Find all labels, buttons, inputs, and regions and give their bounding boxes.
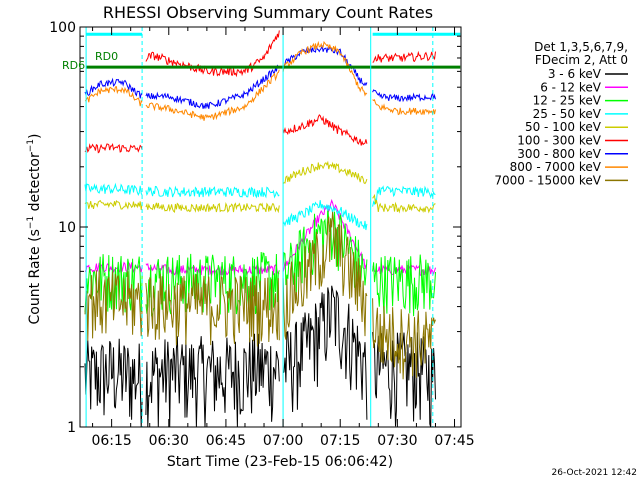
legend-label: 800 - 7000 keV	[510, 160, 602, 174]
y-axis-label-rest: detector	[27, 152, 43, 216]
chart-title: RHESSI Observing Summary Count Rates	[103, 3, 433, 22]
y-axis-label-main: Count Rate (s	[27, 229, 43, 324]
legend: Det 1,3,5,6,7,9, FDecim 2, Att 0 3 - 6 k…	[494, 40, 628, 187]
x-tick-label: 07:00	[263, 433, 303, 449]
y-axis-label-close: )	[27, 134, 43, 139]
y-tick-label: 10	[58, 220, 76, 236]
legend-header-line-2: FDecim 2, Att 0	[535, 53, 628, 67]
legend-label: 25 - 50 keV	[533, 107, 602, 121]
x-axis-label: Start Time (23-Feb-15 06:06:42)	[167, 454, 393, 470]
x-tick-label: 06:30	[149, 433, 189, 449]
x-axis: 06:15 06:30 06:45 07:00 07:15 07:30 07:45	[91, 27, 475, 449]
legend-label: 6 - 12 keV	[540, 80, 602, 94]
y-tick-label: 100	[49, 20, 76, 36]
legend-label: 300 - 800 keV	[517, 147, 601, 161]
y-tick-label: 1	[67, 420, 76, 436]
series-line-800-7000-kev	[84, 40, 436, 121]
legend-label: 7000 - 15000 keV	[494, 173, 601, 187]
legend-label: 50 - 100 keV	[525, 120, 602, 134]
x-tick-label: 07:15	[320, 433, 360, 449]
series-line-50-100-kev	[84, 160, 436, 214]
x-tick-label: 06:15	[91, 433, 131, 449]
annotation-rd6: RD6	[62, 59, 85, 72]
legend-label: 12 - 25 keV	[533, 94, 602, 108]
series-line-6-12-kev	[84, 198, 436, 277]
x-tick-label: 06:45	[206, 433, 246, 449]
legend-header-line-1: Det 1,3,5,6,7,9,	[534, 40, 628, 54]
series-line-7000-15000-kev	[84, 211, 436, 380]
series-line-300-800-kev	[84, 45, 436, 109]
annotation-rd0: RD0	[95, 50, 118, 63]
y-axis-label-sup2: −1	[26, 139, 36, 152]
date-stamp: 26-Oct-2021 12:42	[552, 468, 637, 478]
x-tick-label: 07:45	[434, 433, 474, 449]
series-line-3-6-kev	[84, 285, 436, 427]
legend-label: 3 - 6 keV	[548, 67, 602, 81]
y-axis-label: Count Rate (s−1 detector−1)	[26, 134, 43, 325]
x-tick-label: 07:30	[377, 433, 417, 449]
y-axis: 1 10 100	[49, 20, 461, 436]
series-layer	[84, 30, 461, 427]
series-line-25-50-kev	[84, 182, 436, 231]
y-axis-label-sup: −1	[26, 216, 36, 229]
legend-label: 100 - 300 keV	[517, 134, 601, 148]
